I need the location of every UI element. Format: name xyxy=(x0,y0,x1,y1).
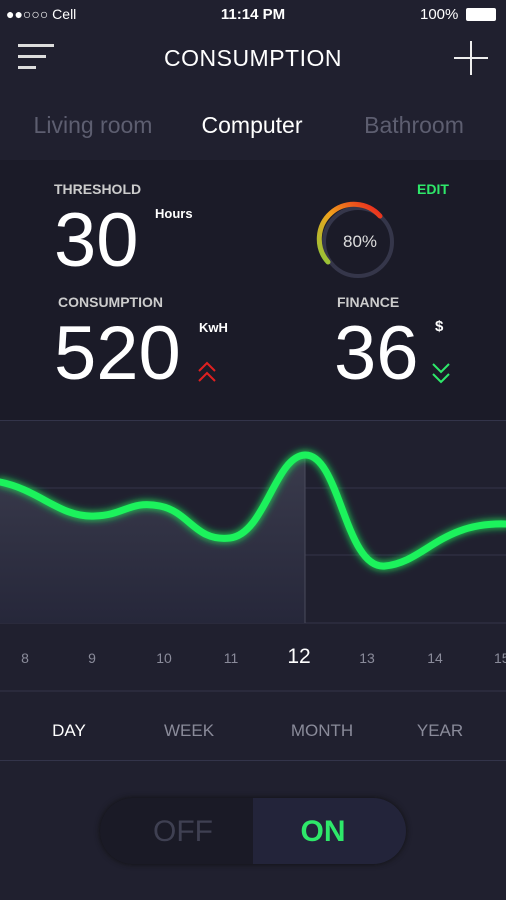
room-tab-active[interactable]: Computer xyxy=(201,112,303,138)
hour-label[interactable]: 10 xyxy=(156,650,172,666)
gauge-value: 80% xyxy=(343,232,377,251)
toggle-on[interactable]: ON xyxy=(300,815,346,848)
menu-button[interactable] xyxy=(18,44,56,72)
gauge-track xyxy=(322,206,394,278)
finance-unit: $ xyxy=(435,318,444,335)
hour-label-selected[interactable]: 12 xyxy=(287,645,311,668)
period-tab-active[interactable]: DAY xyxy=(52,721,86,740)
trend-up-icon xyxy=(198,361,216,382)
add-button[interactable] xyxy=(454,41,488,75)
clock: 11:14 PM xyxy=(220,6,286,23)
screen-title: CONSUMPTION xyxy=(164,45,342,71)
hour-label[interactable]: 13 xyxy=(359,650,375,666)
toggle-off[interactable]: OFF xyxy=(153,815,213,848)
toggle-on-half xyxy=(253,798,406,864)
battery-level: 100% xyxy=(420,6,459,23)
period-tab[interactable]: WEEK xyxy=(163,721,215,740)
edit-button[interactable]: EDIT xyxy=(417,181,449,197)
signal: ●●○○○ Cell xyxy=(6,6,77,22)
room-tab[interactable]: Bathroom xyxy=(364,112,464,138)
threshold-unit: Hours xyxy=(155,206,193,221)
gauge: 80% xyxy=(316,201,394,278)
carrier: Cell xyxy=(52,6,77,22)
selection-shade xyxy=(0,455,305,623)
finance-label: FINANCE xyxy=(337,294,400,310)
hour-label[interactable]: 9 xyxy=(88,650,96,666)
hour-label[interactable]: 15 xyxy=(494,650,506,666)
hour-label[interactable]: 8 xyxy=(21,650,29,666)
battery-icon xyxy=(466,8,496,21)
usage-curve xyxy=(0,420,506,692)
hour-label[interactable]: 14 xyxy=(427,650,443,666)
consumption-label: CONSUMPTION xyxy=(58,294,163,310)
threshold-label: THRESHOLD xyxy=(54,181,142,197)
hour-label[interactable]: 11 xyxy=(223,650,239,666)
period-tab[interactable]: MONTH xyxy=(290,721,354,740)
threshold-value: 30 xyxy=(54,198,139,283)
consumption-unit: KwH xyxy=(199,320,228,335)
period-tab[interactable]: YEAR xyxy=(416,721,464,740)
divider xyxy=(0,760,506,761)
gauge-arc xyxy=(316,201,383,265)
finance-value: 36 xyxy=(334,311,419,396)
stats-panel xyxy=(0,160,506,420)
room-tab[interactable]: Living room xyxy=(33,112,153,138)
consumption-value: 520 xyxy=(54,311,181,396)
curve-line xyxy=(0,451,506,570)
trend-down-icon xyxy=(432,363,450,384)
